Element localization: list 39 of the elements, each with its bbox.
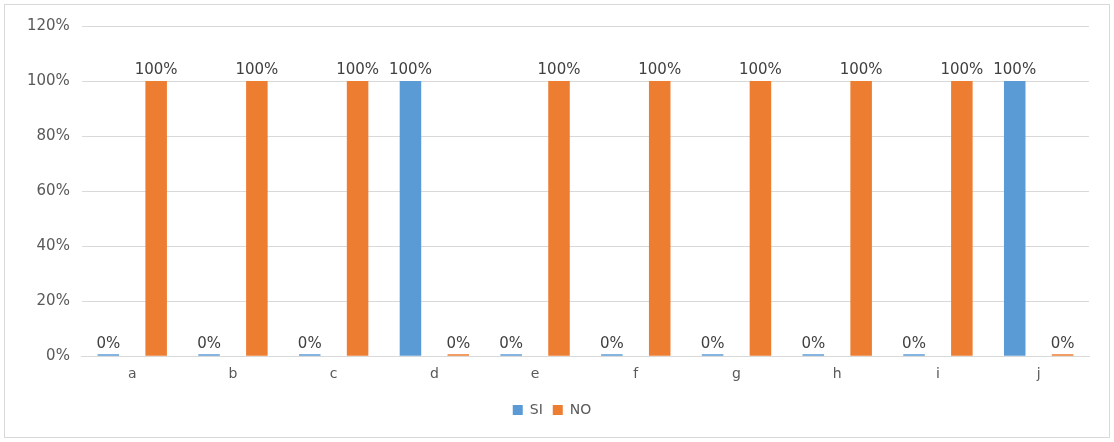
data-label: 100% xyxy=(940,60,984,79)
x-tick-label: f xyxy=(633,365,640,382)
data-label: 100% xyxy=(134,60,178,79)
y-tick-label: 20% xyxy=(36,291,70,310)
data-label: 100% xyxy=(638,60,682,79)
x-tick-label: e xyxy=(530,365,540,382)
data-label: 0% xyxy=(599,333,624,352)
data-label: 0% xyxy=(700,333,725,352)
data-label: 0% xyxy=(446,333,471,352)
data-label: 100% xyxy=(537,60,581,79)
data-label: 100% xyxy=(839,60,883,79)
x-tick-label: c xyxy=(329,365,338,382)
data-label: 0% xyxy=(96,333,121,352)
x-tick-label: i xyxy=(935,365,940,382)
data-label: 0% xyxy=(1050,333,1075,352)
y-tick-label: 40% xyxy=(36,236,70,255)
data-label: 100% xyxy=(235,60,279,79)
y-tick-label: 80% xyxy=(36,125,70,144)
data-label: 100% xyxy=(389,60,432,79)
data-label: 0% xyxy=(297,333,322,352)
data-label: 0% xyxy=(197,333,221,352)
data-label: 0% xyxy=(801,333,826,352)
y-tick-label: 0% xyxy=(46,346,70,365)
data-label: 100% xyxy=(738,60,782,79)
data-label: 100% xyxy=(336,60,380,79)
y-tick-label: 100% xyxy=(26,70,70,89)
legend-label: NO xyxy=(569,400,592,417)
data-label: 100% xyxy=(993,60,1037,79)
y-tick-label: 60% xyxy=(36,180,70,199)
x-tick-label: j xyxy=(1035,365,1041,382)
x-tick-label: d xyxy=(429,365,439,382)
legend-label: SI xyxy=(529,400,543,417)
x-tick-label: b xyxy=(228,365,238,382)
x-tick-label: g xyxy=(732,365,741,382)
y-tick-label: 120% xyxy=(26,15,70,34)
data-label: 0% xyxy=(499,333,524,352)
x-tick-label: h xyxy=(832,365,842,382)
data-label: 0% xyxy=(902,333,926,352)
x-tick-label: a xyxy=(127,365,137,382)
